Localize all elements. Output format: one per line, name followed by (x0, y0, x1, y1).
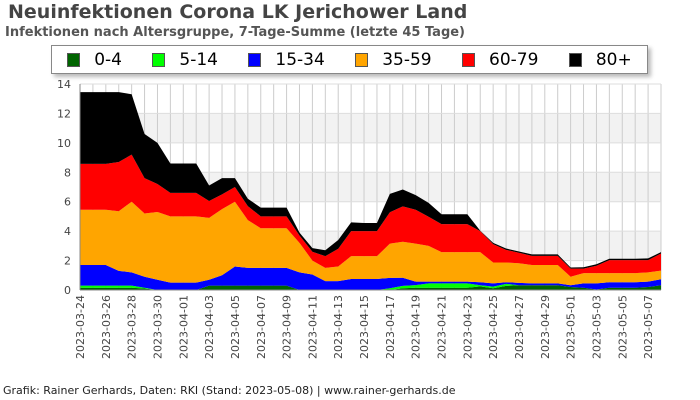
x-tick-label: 2023-04-03 (203, 295, 216, 359)
legend-swatch (67, 52, 81, 67)
y-tick-label: 10 (57, 137, 71, 150)
legend-item-35-59: 35-59 (355, 49, 432, 70)
x-tick-label: 2023-04-01 (177, 295, 190, 359)
legend-label: 0-4 (94, 49, 122, 70)
x-tick-label: 2023-04-11 (306, 295, 319, 359)
y-tick-label: 12 (57, 107, 71, 120)
x-tick-label: 2023-05-05 (616, 295, 629, 359)
legend: 0-4 5-14 15-34 35-59 60-79 80+ (51, 45, 648, 74)
y-tick-label: 14 (57, 78, 71, 91)
legend-label: 35-59 (382, 49, 432, 70)
x-tick-label: 2023-03-28 (126, 295, 139, 359)
x-tick-label: 2023-04-23 (461, 295, 474, 359)
grid-band (80, 113, 661, 143)
x-tick-label: 2023-04-19 (410, 295, 423, 359)
x-tick-label: 2023-04-09 (281, 295, 294, 359)
area-series-80+ (80, 92, 661, 269)
y-tick-label: 8 (64, 166, 71, 179)
legend-swatch (355, 52, 369, 67)
legend-label: 60-79 (489, 49, 539, 70)
x-tick-label: 2023-04-13 (332, 295, 345, 359)
y-tick-label: 6 (64, 196, 71, 209)
legend-item-0-4: 0-4 (67, 50, 122, 70)
x-tick-label: 2023-04-17 (384, 295, 397, 359)
y-tick-label: 2 (64, 255, 71, 268)
legend-label: 5-14 (179, 49, 218, 70)
legend-item-15-34: 15-34 (248, 49, 325, 70)
x-tick-label: 2023-04-27 (513, 295, 526, 359)
x-tick-label: 2023-04-29 (539, 295, 552, 359)
x-tick-label: 2023-04-25 (487, 295, 500, 359)
x-tick-label: 2023-05-07 (642, 295, 655, 359)
legend-swatch (248, 52, 262, 67)
area-series-35-59 (80, 201, 661, 286)
x-tick-label: 2023-05-03 (590, 295, 603, 359)
area-series-0-4 (80, 285, 661, 290)
x-tick-label: 2023-04-15 (358, 295, 371, 359)
area-series-60-79 (80, 154, 661, 277)
area-series-15-34 (80, 264, 661, 290)
legend-swatch (462, 52, 476, 67)
legend-item-5-14: 5-14 (152, 50, 218, 70)
legend-label: 80+ (595, 49, 632, 70)
y-tick-label: 0 (64, 284, 71, 297)
legend-swatch (152, 52, 166, 67)
y-tick-label: 4 (64, 225, 71, 238)
x-tick-label: 2023-03-26 (100, 295, 113, 359)
x-tick-label: 2023-03-24 (74, 295, 87, 359)
footer-credit: Grafik: Rainer Gerhards, Daten: RKI (Sta… (3, 384, 456, 397)
chart-title: Neuinfektionen Corona LK Jerichower Land (8, 1, 468, 23)
chart-subtitle: Infektionen nach Altersgruppe, 7-Tage-Su… (5, 25, 466, 40)
x-tick-label: 2023-05-01 (565, 295, 578, 359)
x-tick-label: 2023-04-21 (436, 295, 449, 359)
x-tick-label: 2023-04-05 (229, 295, 242, 359)
x-tick-label: 2023-03-30 (151, 295, 164, 359)
legend-item-80+: 80+ (568, 49, 632, 70)
legend-swatch (568, 52, 582, 67)
x-tick-label: 2023-04-07 (255, 295, 268, 359)
area-series-5-14 (80, 283, 661, 290)
legend-label: 15-34 (275, 49, 325, 70)
legend-item-60-79: 60-79 (462, 50, 538, 70)
